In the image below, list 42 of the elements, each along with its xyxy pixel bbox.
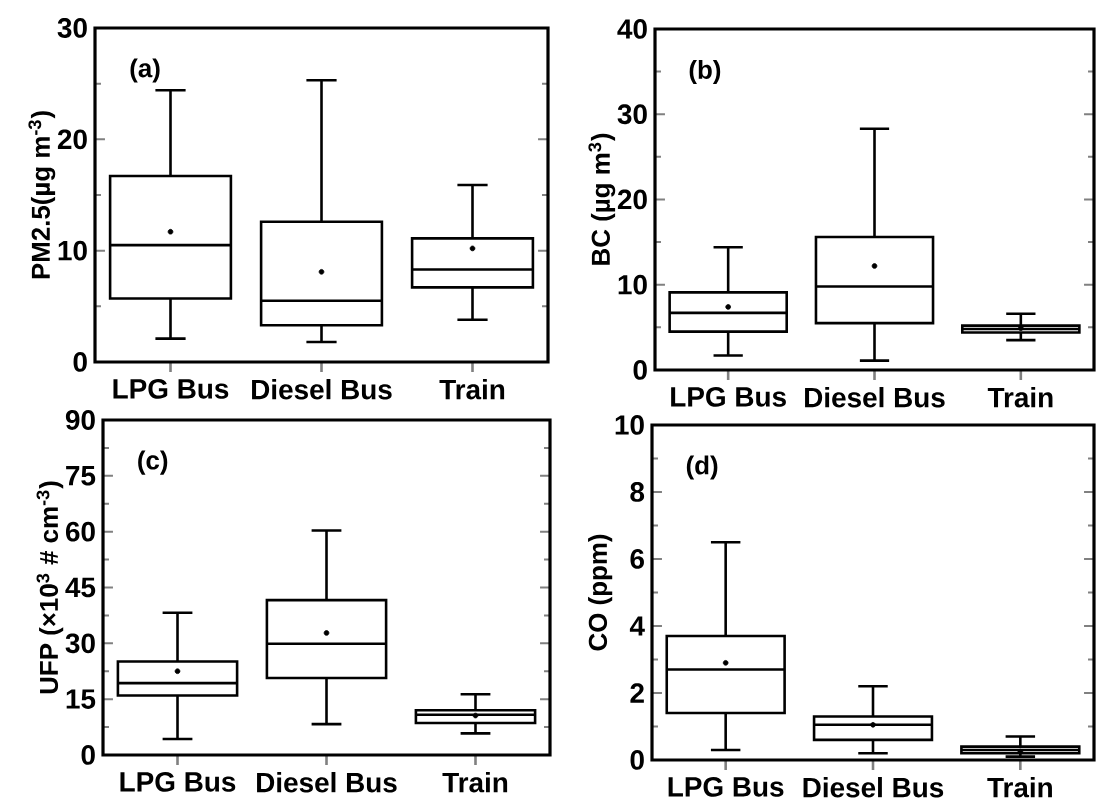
x-tick-label: LPG Bus xyxy=(113,378,229,399)
y-tick-label: 30 xyxy=(57,18,87,38)
x-tick-label: LPG Bus xyxy=(671,386,786,407)
x-tick-label: Diesel Bus xyxy=(805,386,945,408)
y-axis-title: CO (ppm) xyxy=(588,534,613,651)
x-tick-label: LPG Bus xyxy=(668,776,784,797)
annotation: (b) xyxy=(689,59,721,84)
x-tick-label: Diesel Bus xyxy=(252,378,392,400)
y-tick-label: 30 xyxy=(617,104,647,125)
y-tick-label: 30 xyxy=(65,633,95,654)
annotation: (c) xyxy=(138,450,168,475)
y-tick-label: 4 xyxy=(629,616,645,636)
y-axis-title: BC (µg m$^{3}$) xyxy=(588,133,616,265)
y-tick-label: 8 xyxy=(630,482,645,502)
x-tick-label: LPG Bus xyxy=(120,771,236,792)
y-tick-label: 10 xyxy=(618,274,647,295)
annotation: (a) xyxy=(130,58,160,83)
y-tick-label: 6 xyxy=(630,549,644,569)
x-tick-label: Diesel Bus xyxy=(803,776,944,798)
y-tick-label: 40 xyxy=(617,19,647,39)
y-tick-label: 0 xyxy=(633,360,647,380)
x-tick-label: Diesel Bus xyxy=(257,771,397,793)
y-tick-label: 45 xyxy=(65,577,96,598)
x-tick-label: Train xyxy=(439,378,505,400)
y-tick-label: 60 xyxy=(65,521,95,542)
y-tick-label: 0 xyxy=(81,745,95,765)
annotation: (d) xyxy=(686,455,718,480)
y-axis-title: UFP (×10$^{3}$ # cm$^{-3}$) xyxy=(36,481,64,694)
y-tick-label: 20 xyxy=(617,189,647,210)
y-tick-label: 0 xyxy=(73,352,87,372)
x-tick-label: Train xyxy=(442,771,508,793)
x-tick-label: Train xyxy=(987,386,1053,408)
y-tick-label: 90 xyxy=(65,410,95,430)
y-tick-label: 75 xyxy=(66,466,96,486)
y-tick-label: 20 xyxy=(57,129,87,150)
y-tick-label: 10 xyxy=(58,240,87,261)
y-tick-label: 10 xyxy=(615,415,644,435)
y-tick-label: 0 xyxy=(630,750,644,770)
x-tick-label: Train xyxy=(987,776,1052,798)
y-axis-title: PM2.5(µg m$^{-3}$) xyxy=(28,111,56,279)
y-tick-label: 2 xyxy=(630,683,644,703)
y-tick-label: 15 xyxy=(66,689,96,709)
